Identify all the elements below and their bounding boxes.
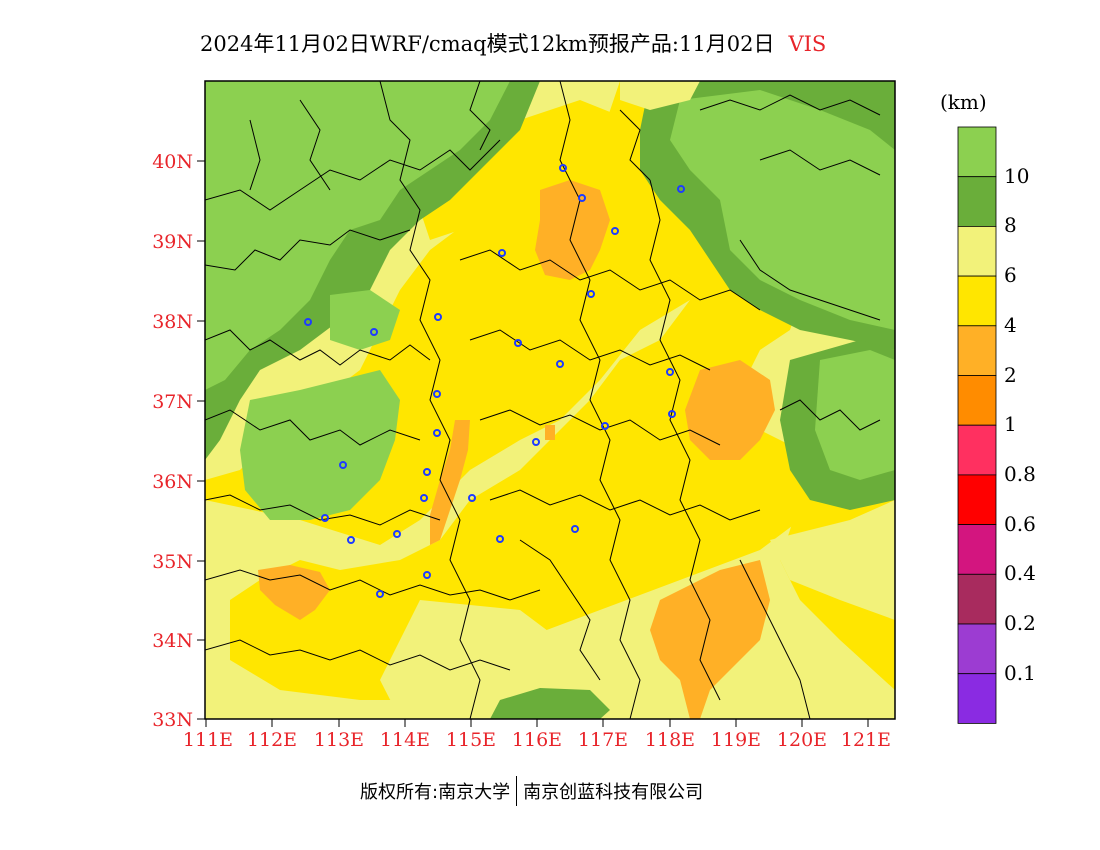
colorbar-swatch <box>957 424 997 476</box>
colorbar-label: 1 <box>1004 412 1017 436</box>
title-main: 2024年11月02日WRF/cmaq模式12km预报产品:11月02日 <box>200 32 775 56</box>
colorbar-swatch <box>957 176 997 227</box>
lon-label: 119E <box>711 729 761 751</box>
chart-title: 2024年11月02日WRF/cmaq模式12km预报产品:11月02日 VIS <box>200 28 826 58</box>
colorbar-label: 0.6 <box>1004 512 1036 536</box>
colorbar-label: 0.8 <box>1004 462 1036 486</box>
colorbar-unit: (km) <box>940 90 987 114</box>
city-marker <box>304 318 312 326</box>
lon-labels: 111E 112E 113E 114E 115E 116E 117E 118E … <box>183 729 891 751</box>
colorbar-swatch <box>957 573 997 625</box>
lat-label: 38N <box>152 311 193 333</box>
colorbar-swatch <box>957 375 997 426</box>
colorbar-label: 0.4 <box>1004 561 1036 585</box>
lat-label: 37N <box>152 391 193 413</box>
lat-label: 33N <box>152 709 193 731</box>
footer-divider <box>516 776 518 806</box>
colorbar-swatch <box>957 275 997 327</box>
city-marker <box>601 422 609 430</box>
colorbar-swatch <box>957 524 997 575</box>
visibility-field <box>205 81 895 719</box>
lon-label: 120E <box>777 729 827 751</box>
city-marker <box>321 514 329 522</box>
lon-label: 112E <box>247 729 297 751</box>
colorbar-swatch <box>957 623 997 675</box>
map-border <box>204 80 896 720</box>
colorbar-label: 8 <box>1004 213 1017 237</box>
city-marker <box>376 590 384 598</box>
colorbar-label: 4 <box>1004 313 1017 337</box>
colorbar-swatch <box>957 673 997 724</box>
city-marker <box>666 368 674 376</box>
city-marker <box>496 535 504 543</box>
colorbar-swatch <box>957 325 997 376</box>
colorbar-label: 0.1 <box>1004 661 1036 685</box>
colorbar-label: 6 <box>1004 263 1017 287</box>
lat-labels: 40N 39N 38N 37N 36N 35N 34N 33N <box>152 151 193 731</box>
colorbar-swatch <box>957 225 997 277</box>
city-marker <box>571 525 579 533</box>
city-marker <box>339 461 347 469</box>
city-marker <box>556 360 564 368</box>
city-marker <box>370 328 378 336</box>
lon-label: 118E <box>645 729 695 751</box>
city-markers <box>304 164 685 598</box>
city-marker <box>514 339 522 347</box>
lon-label: 121E <box>841 729 891 751</box>
lon-label: 116E <box>512 729 562 751</box>
lat-label: 39N <box>152 231 193 253</box>
colorbar <box>957 126 997 724</box>
city-marker <box>611 227 619 235</box>
city-marker <box>677 185 685 193</box>
city-marker <box>423 571 431 579</box>
colorbar-swatch <box>957 126 997 178</box>
lon-label: 113E <box>314 729 364 751</box>
lat-ticks <box>197 160 205 720</box>
city-marker <box>423 468 431 476</box>
footer: 版权所有:南京大学 南京创蓝科技有限公司 <box>360 776 704 808</box>
title-variable: VIS <box>788 32 827 56</box>
city-marker <box>433 390 441 398</box>
lon-ticks <box>205 719 869 727</box>
city-marker <box>559 164 567 172</box>
city-marker <box>420 494 428 502</box>
lon-label: 115E <box>446 729 496 751</box>
city-marker <box>468 494 476 502</box>
footer-copyright: 版权所有:南京大学 <box>360 782 511 803</box>
city-marker <box>578 194 586 202</box>
city-marker <box>433 429 441 437</box>
lat-label: 35N <box>152 551 193 573</box>
colorbar-swatch <box>957 474 997 525</box>
city-marker <box>347 536 355 544</box>
lat-label: 40N <box>152 151 193 173</box>
lon-label: 111E <box>183 729 233 751</box>
colorbar-label: 10 <box>1004 164 1030 188</box>
lat-label: 36N <box>152 471 193 493</box>
province-boundaries <box>205 81 881 719</box>
lat-label: 34N <box>152 630 193 652</box>
city-marker <box>587 290 595 298</box>
footer-company: 南京创蓝科技有限公司 <box>523 782 704 803</box>
city-marker <box>668 410 676 418</box>
city-marker <box>434 313 442 321</box>
lon-label: 114E <box>380 729 430 751</box>
city-marker <box>498 249 506 257</box>
lon-label: 117E <box>578 729 628 751</box>
colorbar-label: 0.2 <box>1004 611 1036 635</box>
colorbar-label: 2 <box>1004 363 1017 387</box>
city-marker <box>393 530 401 538</box>
city-marker <box>532 438 540 446</box>
